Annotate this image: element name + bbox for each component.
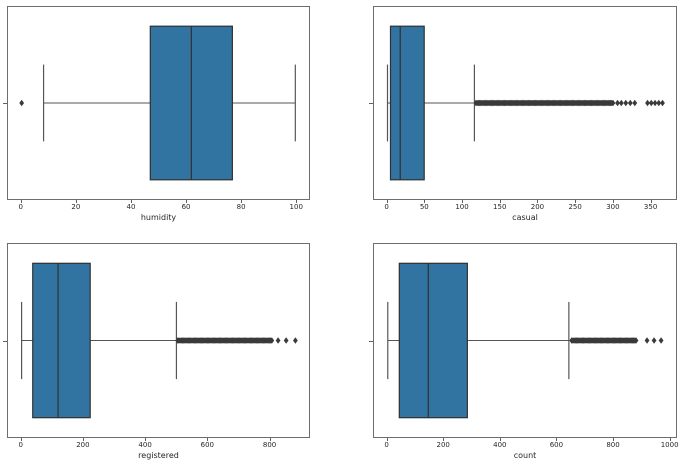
x-tick-label: 100 bbox=[289, 203, 303, 211]
x-tick-mark bbox=[499, 438, 501, 441]
x-tick-label: 60 bbox=[181, 203, 191, 211]
x-tick-label: 20 bbox=[71, 203, 81, 211]
x-tick-mark bbox=[462, 200, 463, 203]
x-tick-label: 0 bbox=[18, 203, 23, 211]
x-tick-label: 800 bbox=[262, 441, 277, 449]
x-tick-mark bbox=[386, 200, 388, 203]
x-tick-label: 50 bbox=[419, 203, 429, 211]
x-tick-label: 100 bbox=[455, 203, 469, 211]
x-tick-mark bbox=[537, 200, 539, 203]
x-tick-label: 800 bbox=[606, 441, 620, 449]
x-tick-label: 40 bbox=[126, 203, 136, 211]
x-tick-label: 200 bbox=[530, 203, 545, 211]
x-tick-mark bbox=[650, 200, 652, 203]
x-axis-label: humidity bbox=[140, 213, 177, 222]
x-tick-mark bbox=[556, 438, 558, 441]
x-tick-mark bbox=[613, 438, 615, 441]
x-tick-mark bbox=[75, 200, 77, 203]
x-tick-label: 400 bbox=[138, 441, 152, 449]
x-tick-mark bbox=[575, 200, 577, 203]
x-tick-label: 300 bbox=[606, 203, 620, 211]
x-tick-label: 80 bbox=[236, 203, 246, 211]
y-tick-mark bbox=[3, 340, 7, 342]
y-tick-mark bbox=[3, 103, 7, 104]
plot-area bbox=[373, 243, 677, 438]
subplot-registered: 0 200 400 600 800 registered bbox=[3, 243, 310, 460]
x-tick-label: 600 bbox=[200, 441, 215, 449]
x-tick-label: 150 bbox=[493, 203, 507, 211]
box-plot-casual bbox=[386, 25, 665, 181]
x-tick-label: 1000 bbox=[660, 441, 679, 449]
x-tick-mark bbox=[130, 200, 132, 203]
x-tick-mark bbox=[669, 438, 671, 441]
x-tick-mark bbox=[424, 200, 426, 203]
plot-area bbox=[7, 243, 310, 438]
x-tick-mark bbox=[296, 200, 298, 203]
subplot-count: 0 200 400 600 800 1000 count bbox=[369, 243, 679, 460]
x-tick-mark bbox=[443, 438, 445, 441]
x-tick-mark bbox=[20, 438, 22, 441]
x-tick-label: 200 bbox=[76, 441, 90, 449]
y-tick-mark bbox=[369, 340, 373, 342]
plot-area bbox=[373, 6, 677, 200]
subplot-humidity: 0 20 40 60 80 100 humidity bbox=[3, 6, 310, 222]
x-tick-mark bbox=[241, 200, 243, 203]
x-axis-label: count bbox=[513, 451, 537, 460]
x-tick-label: 0 bbox=[384, 441, 389, 449]
x-tick-label: 200 bbox=[436, 441, 450, 449]
x-tick-mark bbox=[186, 200, 188, 203]
plot-area bbox=[7, 6, 310, 200]
x-tick-mark bbox=[145, 438, 147, 441]
x-tick-mark bbox=[20, 200, 22, 203]
x-tick-mark bbox=[612, 200, 614, 203]
x-tick-mark bbox=[386, 438, 388, 441]
box-plot-registered bbox=[21, 262, 298, 419]
x-tick-label: 0 bbox=[384, 203, 389, 211]
y-tick-mark bbox=[369, 103, 373, 104]
x-tick-mark bbox=[269, 438, 271, 441]
x-tick-label: 400 bbox=[493, 441, 507, 449]
x-tick-mark bbox=[207, 438, 209, 441]
subplot-casual: 0 50 100 150 200 250 300 350 casual bbox=[369, 6, 677, 222]
x-axis-label: registered bbox=[138, 451, 179, 460]
x-axis-label: casual bbox=[512, 213, 538, 222]
x-tick-label: 350 bbox=[643, 203, 658, 211]
x-tick-mark bbox=[82, 438, 84, 441]
x-tick-label: 0 bbox=[18, 441, 23, 449]
x-tick-label: 600 bbox=[549, 441, 564, 449]
box-plot-humidity bbox=[19, 25, 296, 181]
x-tick-mark bbox=[499, 200, 501, 203]
box-plot-count bbox=[387, 262, 664, 419]
x-tick-label: 250 bbox=[568, 203, 582, 211]
